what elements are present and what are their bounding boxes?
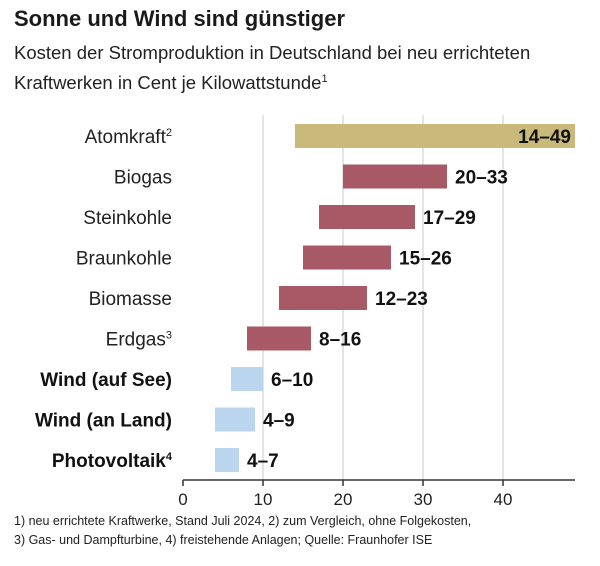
axis-layer: 0 10 20 30 40 <box>178 479 575 509</box>
label-layer: Atomkraft2 14–49 Biogas 20–33 Steinkohle 17–2… <box>35 127 571 472</box>
category-label-0: Atomkraft2 <box>85 127 172 148</box>
category-label-6: Wind (auf See) <box>40 370 172 391</box>
value-label-5: 8–16 <box>319 330 361 351</box>
footnote-line-1: 1) neu errichtete Kraftwerke, Stand Juli… <box>14 514 472 528</box>
subtitle-footnote-mark: 1 <box>321 73 328 85</box>
value-label-4: 12–23 <box>375 289 428 310</box>
bar-2 <box>319 205 415 229</box>
bar-6 <box>231 367 263 391</box>
bar-layer <box>215 124 575 472</box>
value-label-2: 17–29 <box>423 208 476 229</box>
value-label-8: 4–7 <box>247 451 279 472</box>
bar-7 <box>215 407 255 432</box>
x-tick-label-10: 10 <box>254 490 273 509</box>
chart-title: Sonne und Wind sind günstiger <box>14 6 345 31</box>
x-tick-label-20: 20 <box>334 490 353 509</box>
category-label-3: Braunkohle <box>76 249 172 270</box>
x-tick-label-0: 0 <box>178 490 187 509</box>
value-label-1: 20–33 <box>455 168 508 189</box>
chart-subtitle: Kosten der Stromproduktion in Deutschlan… <box>14 40 574 96</box>
bar-4 <box>279 286 367 310</box>
x-tick-label-30: 30 <box>414 490 433 509</box>
category-label-1: Biogas <box>114 168 172 189</box>
value-label-0: 14–49 <box>518 127 571 148</box>
value-label-6: 6–10 <box>271 370 313 391</box>
bar-5 <box>247 326 311 351</box>
value-label-3: 15–26 <box>399 249 452 270</box>
category-label-7: Wind (an Land) <box>35 411 172 432</box>
bar-8 <box>215 448 239 472</box>
value-label-7: 4–9 <box>263 411 295 432</box>
subtitle-text: Kosten der Stromproduktion in Deutschlan… <box>14 42 531 94</box>
footnote-line-2: 3) Gas- und Dampfturbine, 4) freistehend… <box>14 533 433 547</box>
bar-1 <box>343 164 447 189</box>
category-label-2: Steinkohle <box>83 208 172 229</box>
category-label-5: Erdgas3 <box>106 330 172 351</box>
x-tick-label-40: 40 <box>494 490 513 509</box>
bar-0 <box>295 124 575 148</box>
category-label-8: Photovoltaik4 <box>52 451 173 472</box>
category-label-4: Biomasse <box>89 289 172 310</box>
footnote-block: 1) neu errichtete Kraftwerke, Stand Juli… <box>14 512 594 550</box>
bar-3 <box>303 245 391 270</box>
